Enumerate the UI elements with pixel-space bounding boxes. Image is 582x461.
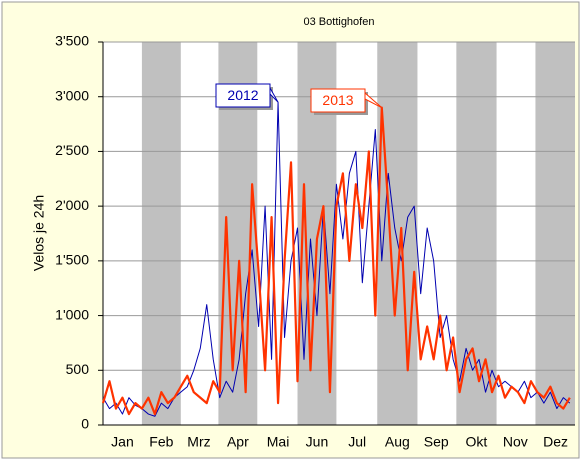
x-tick-label: Mai — [267, 434, 290, 450]
y-tick-label: 3'500 — [55, 33, 89, 49]
callout-box — [215, 83, 271, 108]
x-tick-label: Feb — [149, 434, 173, 450]
x-tick-label: Dez — [543, 434, 568, 450]
x-tick-label: Okt — [466, 434, 488, 450]
month-band — [377, 42, 418, 425]
month-band — [535, 42, 575, 425]
y-axis-label: Velos je 24h — [31, 195, 47, 271]
x-tick-label: Aug — [385, 434, 410, 450]
series-line — [102, 101, 571, 417]
y-tick-label: 3'000 — [55, 87, 89, 103]
y-tick-label: 500 — [66, 361, 90, 377]
y-tick-label: 2'000 — [55, 197, 89, 213]
callout-pointer — [269, 87, 279, 103]
x-tick-label: Jun — [306, 434, 329, 450]
month-band — [141, 42, 181, 425]
x-tick-label: Nov — [503, 434, 528, 450]
y-tick-label: 0 — [81, 416, 89, 432]
callout-label: 2013 — [322, 92, 353, 108]
x-tick-label: Mrz — [187, 434, 210, 450]
callout-label: 2012 — [227, 87, 258, 103]
callout-box — [310, 88, 366, 113]
y-tick-label: 1'500 — [55, 252, 89, 268]
series-line — [101, 106, 571, 416]
chart-title: 03 Bottighofen — [304, 16, 375, 28]
callout-pointer — [364, 92, 383, 109]
y-tick-label: 1'000 — [55, 306, 89, 322]
x-tick-label: Jan — [111, 434, 134, 450]
x-tick-label: Sep — [424, 434, 449, 450]
x-tick-label: Apr — [227, 434, 249, 450]
x-tick-label: Jul — [348, 434, 366, 450]
y-tick-label: 2'500 — [55, 142, 89, 158]
